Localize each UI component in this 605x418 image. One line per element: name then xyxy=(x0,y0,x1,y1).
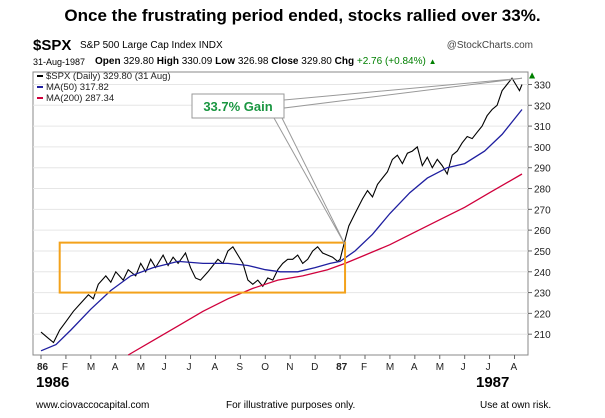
up-triangle-icon: ▲ xyxy=(428,57,437,66)
x-tick-label: M xyxy=(137,362,145,373)
close-label: Close xyxy=(271,56,299,67)
year-right: 1987 xyxy=(476,374,510,391)
x-tick-label: J xyxy=(162,362,167,373)
x-tick-label: D xyxy=(311,362,318,373)
consolidation-box xyxy=(58,241,347,294)
x-tick-label: S xyxy=(236,362,243,373)
y-tick-label: 290 xyxy=(534,164,551,175)
x-tick-label: J xyxy=(486,362,491,373)
low-value: 326.98 xyxy=(237,56,269,67)
x-tick-label: M xyxy=(386,362,394,373)
x-tick-label: M xyxy=(436,362,444,373)
year-left: 1986 xyxy=(36,374,70,391)
y-tick-label: 320 xyxy=(534,101,551,112)
footer-risk: Use at own risk. xyxy=(480,400,552,411)
high-label: High xyxy=(156,56,179,67)
x-tick-label: N xyxy=(286,362,293,373)
headline: Once the frustrating period ended, stock… xyxy=(64,6,541,25)
index-name: S&P 500 Large Cap Index INDX xyxy=(80,40,223,51)
close-value: 329.80 xyxy=(301,56,332,67)
x-tick-label: 87 xyxy=(336,362,348,373)
high-value: 330.09 xyxy=(181,56,213,67)
chg-label: Chg xyxy=(334,56,355,67)
x-tick-label: F xyxy=(62,362,68,373)
x-tick-label: F xyxy=(361,362,367,373)
y-tick-label: 280 xyxy=(534,185,551,196)
legend-entry: $SPX (Daily) 329.80 (31 Aug) xyxy=(46,71,171,82)
x-tick-label: A xyxy=(411,362,418,373)
x-tick-label: O xyxy=(261,362,269,373)
chart-header: $SPX S&P 500 Large Cap Index INDX @Stock… xyxy=(33,37,533,71)
y-tick-label: 310 xyxy=(534,122,551,133)
legend-entry: MA(200) 287.34 xyxy=(46,93,114,104)
series-line-spx xyxy=(40,77,523,344)
gain-callout-label: 33.7% Gain xyxy=(203,99,272,114)
x-tick-label: A xyxy=(112,362,119,373)
footer-website[interactable]: www.ciovaccocapital.com xyxy=(36,400,150,411)
y-tick-label: 300 xyxy=(534,143,551,154)
gain-callout-box xyxy=(191,93,285,119)
x-tick-label: A xyxy=(511,362,518,373)
credit: @StockCharts.com xyxy=(446,40,533,51)
open-label: Open xyxy=(95,56,121,67)
quote-date: 31-Aug-1987 xyxy=(33,57,86,67)
series-line-ma50 xyxy=(40,109,523,352)
y-tick-label: 220 xyxy=(534,309,551,320)
legend-entry: MA(50) 317.82 xyxy=(46,82,109,93)
symbol: $SPX xyxy=(33,37,72,54)
footer-disclaimer: For illustrative purposes only. xyxy=(226,400,356,411)
x-tick-label: M xyxy=(87,362,95,373)
open-value: 329.80 xyxy=(123,56,154,67)
y-tick-label: 250 xyxy=(534,247,551,258)
x-tick-label: A xyxy=(211,362,218,373)
y-tick-label: 230 xyxy=(534,289,551,300)
y-tick-label: 210 xyxy=(534,330,551,341)
low-label: Low xyxy=(215,56,236,67)
price-marker-icon: ▲ xyxy=(529,70,536,79)
x-tick-label: J xyxy=(461,362,466,373)
ohlc-line: Open 329.80 High 330.09 Low 326.98 Close… xyxy=(95,56,437,67)
y-tick-label: 260 xyxy=(534,226,551,237)
y-tick-label: 240 xyxy=(534,268,551,279)
x-tick-label: 86 xyxy=(37,362,49,373)
x-tick-label: J xyxy=(187,362,192,373)
y-tick-label: 270 xyxy=(534,205,551,216)
y-tick-label: 330 xyxy=(534,80,551,91)
chg-value: +2.76 (+0.84%) xyxy=(356,56,426,67)
series-line-ma200 xyxy=(127,173,523,356)
